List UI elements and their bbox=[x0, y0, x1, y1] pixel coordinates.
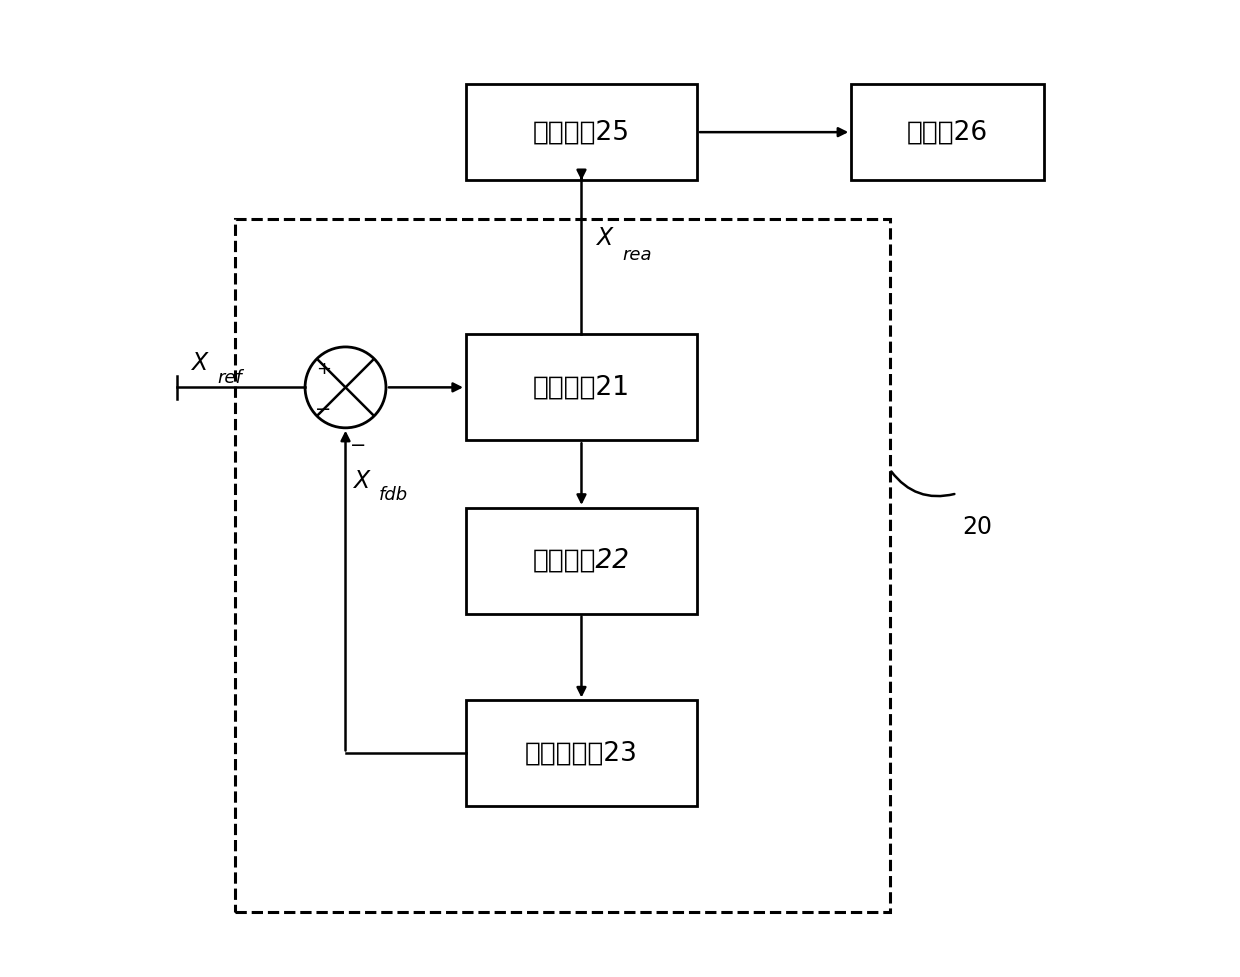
Text: X: X bbox=[353, 469, 370, 492]
Text: ref: ref bbox=[217, 368, 242, 387]
Text: 20: 20 bbox=[962, 515, 992, 539]
Bar bbox=[851, 84, 1044, 181]
Text: 位移传感器23: 位移传感器23 bbox=[525, 741, 637, 766]
Text: rea: rea bbox=[622, 246, 651, 265]
Text: 磁悉浮轣22: 磁悉浮轣22 bbox=[533, 548, 630, 573]
Text: fdb: fdb bbox=[379, 487, 408, 504]
Bar bbox=[466, 334, 697, 441]
Bar bbox=[466, 84, 697, 181]
Bar bbox=[466, 701, 697, 806]
Text: 变频器26: 变频器26 bbox=[906, 119, 988, 146]
Text: −: − bbox=[315, 401, 331, 419]
Text: −: − bbox=[350, 436, 366, 454]
Text: 控制芯片21: 控制芯片21 bbox=[533, 374, 630, 401]
Text: +: + bbox=[316, 361, 331, 378]
Text: 监控主机25: 监控主机25 bbox=[533, 119, 630, 146]
Text: X: X bbox=[191, 352, 207, 375]
Bar bbox=[466, 508, 697, 614]
FancyArrowPatch shape bbox=[892, 472, 955, 496]
Text: X: X bbox=[596, 226, 613, 250]
